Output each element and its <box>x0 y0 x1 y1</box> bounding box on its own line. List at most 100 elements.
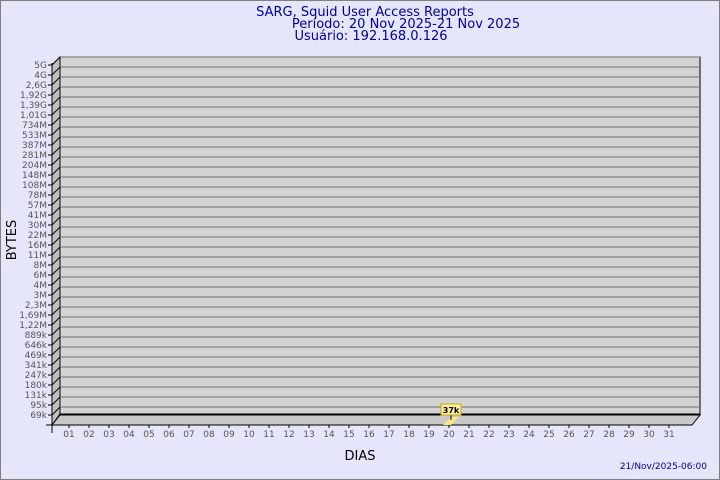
y-tick-label: 734M <box>22 121 47 131</box>
x-tick-label: 19 <box>423 430 435 440</box>
y-tick-diagonal <box>51 166 61 176</box>
x-tick-label: 08 <box>203 430 215 440</box>
y-tick-diagonal <box>51 116 61 126</box>
y-tick-label: 1,69M <box>19 311 47 321</box>
y-tick-diagonal <box>51 396 61 406</box>
y-tick-diagonal <box>51 56 61 66</box>
plot-floor <box>50 414 702 426</box>
y-tick-diagonal <box>51 336 61 346</box>
x-tick-label: 21 <box>463 430 474 440</box>
x-tick-label: 18 <box>403 430 415 440</box>
x-tick-label: 05 <box>143 430 154 440</box>
y-tick-diagonal <box>51 286 61 296</box>
x-tick-label: 12 <box>283 430 294 440</box>
y-tick-diagonal <box>51 406 61 416</box>
y-tick-diagonal <box>51 96 61 106</box>
x-tick-label: 30 <box>643 430 655 440</box>
y-tick-label: 889k <box>25 331 48 341</box>
chart-subtitle-period: Período: 20 Nov 2025-21 Nov 2025 <box>292 17 520 32</box>
y-tick-label: 11M <box>28 251 47 261</box>
x-tick-label: 02 <box>83 430 94 440</box>
x-tick-label: 23 <box>503 430 514 440</box>
x-tick-label: 13 <box>303 430 314 440</box>
y-tick-label: 4M <box>34 281 48 291</box>
y-tick-diagonal <box>51 146 61 156</box>
y-tick-diagonal <box>51 126 61 136</box>
x-tick-label: 14 <box>323 430 335 440</box>
x-tick-label: 16 <box>363 430 375 440</box>
y-tick-label: 341k <box>25 361 48 371</box>
y-tick-diagonal <box>51 206 61 216</box>
y-tick-label: 131k <box>25 391 48 401</box>
y-tick-label: 469k <box>25 351 48 361</box>
y-tick-diagonal <box>51 236 61 246</box>
y-tick-diagonal <box>51 296 61 306</box>
y-tick-diagonal <box>51 86 61 96</box>
y-tick-label: 1,39G <box>20 101 47 111</box>
chart-title: SARG, Squid User Access Reports <box>256 5 474 20</box>
y-tick-label: 180k <box>25 381 48 391</box>
y-tick-diagonal <box>51 216 61 226</box>
x-tick-label: 17 <box>383 430 394 440</box>
y-tick-diagonal <box>51 76 61 86</box>
y-tick-label: 69k <box>30 411 47 421</box>
y-tick-diagonal <box>51 346 61 356</box>
x-tick-label: 26 <box>563 430 575 440</box>
y-tick-diagonal <box>51 106 61 116</box>
x-tick-label: 22 <box>483 430 494 440</box>
x-tick-label: 28 <box>603 430 615 440</box>
bar-data-label: 37k <box>443 406 460 415</box>
y-tick-label: 30M <box>28 221 47 231</box>
x-axis-label: DIAS <box>345 449 376 464</box>
y-tick-label: 16M <box>28 241 47 251</box>
y-tick-label: 95k <box>30 401 47 411</box>
y-tick-diagonal <box>51 306 61 316</box>
x-tick-label: 20 <box>443 430 455 440</box>
bar-label-box <box>440 403 462 416</box>
bars: 37k <box>440 403 462 425</box>
y-tick-label: 3M <box>34 291 48 301</box>
x-tick-label: 24 <box>523 430 535 440</box>
y-tick-diagonal <box>51 366 61 376</box>
y-axis-ticks: 5G4G2,6G1,92G1,39G1,01G734M533M387M281M2… <box>19 56 61 433</box>
y-tick-label: 646k <box>25 341 48 351</box>
y-tick-label: 22M <box>28 231 47 241</box>
x-tick-label: 01 <box>63 430 74 440</box>
y-tick-label: 148M <box>22 171 47 181</box>
x-tick-label: 07 <box>183 430 194 440</box>
y-tick-label: 4G <box>34 71 47 81</box>
y-tick-label: 387M <box>22 141 47 151</box>
y-tick-diagonal <box>51 186 61 196</box>
y-tick-label: 108M <box>22 181 47 191</box>
y-tick-label: 6M <box>34 271 48 281</box>
y-tick-label: 1,22M <box>19 321 47 331</box>
x-tick-label: 06 <box>163 430 175 440</box>
y-axis-label: BYTES <box>5 220 20 261</box>
y-tick-diagonal <box>51 326 61 336</box>
x-tick-label: 10 <box>243 430 255 440</box>
y-tick-diagonal <box>51 376 61 386</box>
y-tick-diagonal <box>51 266 61 276</box>
x-tick-label: 29 <box>623 430 635 440</box>
y-tick-diagonal <box>51 136 61 146</box>
y-tick-label: 204M <box>22 161 47 171</box>
x-tick-label: 27 <box>583 430 594 440</box>
y-tick-label: 1,92G <box>20 91 47 101</box>
y-tick-diagonal <box>51 246 61 256</box>
y-tick-diagonal <box>51 226 61 236</box>
chart-subtitle-user: Usuário: 192.168.0.126 <box>294 29 447 44</box>
y-tick-diagonal <box>51 176 61 186</box>
x-tick-label: 25 <box>543 430 554 440</box>
y-tick-label: 533M <box>22 131 47 141</box>
y-tick-diagonal <box>51 276 61 286</box>
y-tick-label: 78M <box>28 191 47 201</box>
y-tick-label: 2,6G <box>26 81 47 91</box>
y-tick-label: 281M <box>22 151 47 161</box>
y-tick-label: 57M <box>28 201 47 211</box>
y-tick-label: 1,01G <box>20 111 47 121</box>
y-tick-diagonal <box>51 356 61 366</box>
y-tick-label: 2,3M <box>25 301 47 311</box>
x-tick-label: 11 <box>263 430 274 440</box>
plot-area <box>50 55 702 427</box>
generated-timestamp: 21/Nov/2025-06:00 <box>620 462 707 472</box>
